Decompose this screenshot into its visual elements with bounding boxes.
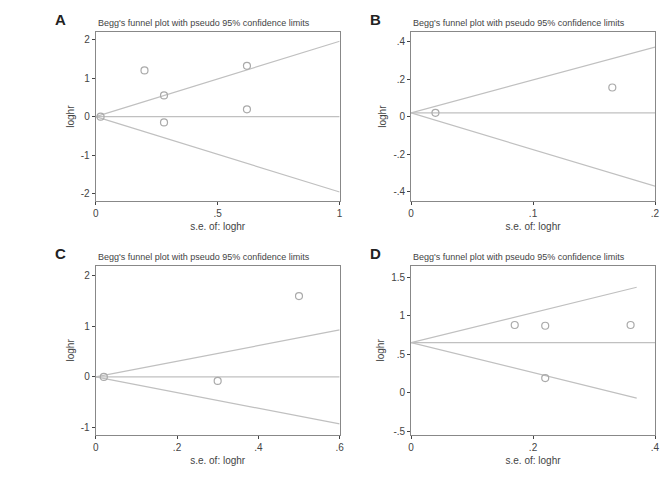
svg-text:2: 2 [84,270,90,281]
svg-text:.4: .4 [651,442,660,453]
svg-text:loghr: loghr [65,339,76,362]
svg-text:.1: .1 [529,208,538,219]
svg-text:0: 0 [84,371,90,382]
svg-text:s.e. of: loghr: s.e. of: loghr [190,221,246,232]
svg-text:Begg's funnel plot with pseudo: Begg's funnel plot with pseudo 95% confi… [413,18,625,28]
svg-text:-.4: -.4 [393,186,405,197]
svg-text:-.5: -.5 [393,426,405,437]
svg-text:D: D [370,245,381,262]
svg-text:0: 0 [408,208,414,219]
svg-text:s.e. of: loghr: s.e. of: loghr [506,455,562,466]
svg-text:loghr: loghr [377,105,388,128]
svg-text:.5: .5 [397,349,406,360]
svg-text:0: 0 [408,442,414,453]
svg-text:B: B [370,11,381,28]
svg-text:.4: .4 [254,442,263,453]
svg-text:1: 1 [84,73,90,84]
svg-text:Begg's funnel plot with pseudo: Begg's funnel plot with pseudo 95% confi… [413,252,625,262]
svg-text:0: 0 [84,111,90,122]
svg-text:-.2: -.2 [393,149,405,160]
svg-text:.2: .2 [651,208,660,219]
svg-text:Begg's funnel plot with pseudo: Begg's funnel plot with pseudo 95% confi… [98,18,310,28]
svg-text:.2: .2 [397,74,406,85]
svg-text:0: 0 [399,111,405,122]
svg-text:s.e. of: loghr: s.e. of: loghr [506,221,562,232]
svg-text:.6: .6 [335,442,344,453]
svg-text:.2: .2 [529,442,538,453]
svg-text:.5: .5 [214,208,223,219]
svg-text:0: 0 [93,208,99,219]
svg-text:2: 2 [84,34,90,45]
svg-text:-2: -2 [81,188,90,199]
svg-text:-1: -1 [81,150,90,161]
svg-text:C: C [55,245,66,262]
svg-text:A: A [55,11,66,28]
svg-text:1: 1 [337,208,343,219]
svg-text:loghr: loghr [375,339,386,362]
svg-text:0: 0 [93,442,99,453]
svg-text:1: 1 [84,321,90,332]
svg-text:.2: .2 [173,442,182,453]
svg-text:-1: -1 [81,422,90,433]
svg-text:1: 1 [399,310,405,321]
svg-text:1.5: 1.5 [391,272,405,283]
svg-text:Begg's funnel plot with pseudo: Begg's funnel plot with pseudo 95% confi… [98,252,310,262]
svg-text:.4: .4 [397,36,406,47]
svg-text:s.e. of: loghr: s.e. of: loghr [190,455,246,466]
svg-text:0: 0 [399,387,405,398]
svg-text:loghr: loghr [65,105,76,128]
